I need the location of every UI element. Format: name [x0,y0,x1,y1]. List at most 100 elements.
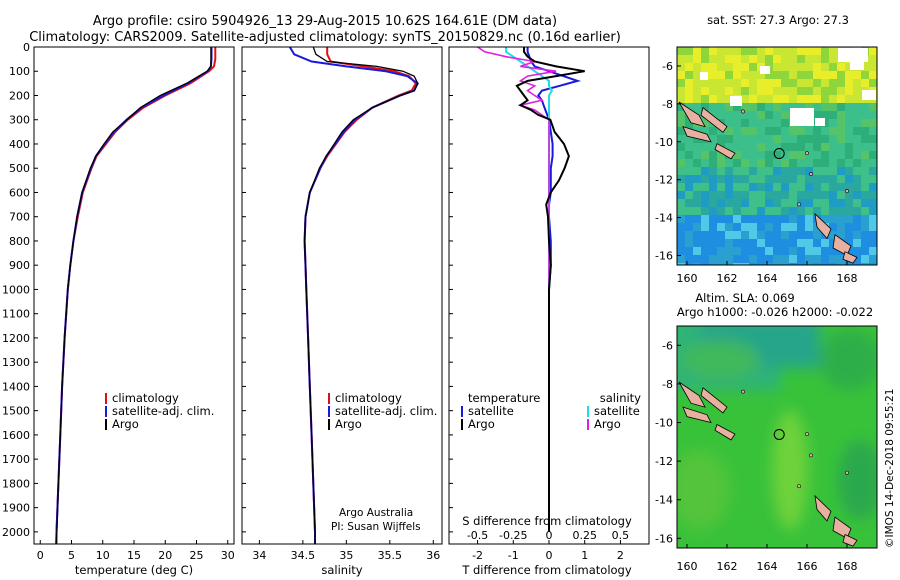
sst-cell [861,231,869,239]
sst-cell [781,263,789,265]
sst-cell [805,199,813,207]
sst-cell [701,167,709,175]
sst-cell [829,95,837,103]
sst-cell [733,79,741,87]
sst-cell [805,183,813,191]
sst-cell [677,175,685,183]
legend-t-argo-label: Argo [468,417,495,431]
sst-cell [677,111,685,119]
sst-cell [773,151,781,159]
sst-cell [789,167,797,175]
sst-cell [725,207,733,215]
sst-cell [757,87,765,95]
sst-cell [869,111,877,119]
sst-cell [685,263,693,265]
sst-cell [765,223,773,231]
sst-cell [733,47,741,55]
sst-cell [677,263,685,265]
sst-cell [693,255,701,263]
sst-cell [869,223,877,231]
sst-cell [709,55,717,63]
sst-cell [701,255,709,263]
lat-tick-label: -16 [655,250,673,263]
sst-cell [757,175,765,183]
sst-cell [717,111,725,119]
sst-cell [677,223,685,231]
sst-cell [789,63,797,71]
sst-cell [741,135,749,143]
sst-cell [685,167,693,175]
sst-cell [741,183,749,191]
sst-cell [685,63,693,71]
sst-cell [797,223,805,231]
sst-cell [773,263,781,265]
sst-cell [789,151,797,159]
sst-cell [709,239,717,247]
sst-cell [749,191,757,199]
sst-cell [813,127,821,135]
lon-tick-label: 162 [717,272,738,285]
lon-tick-label: 160 [677,272,698,285]
sst-cell [781,247,789,255]
sst-cell [765,151,773,159]
sst-cell [829,151,837,159]
sst-cell [781,135,789,143]
sst-cell [677,119,685,127]
x-tick-label: 34.5 [291,549,316,562]
sst-cell [829,199,837,207]
sst-cell [837,63,845,71]
sst-cell [853,255,861,263]
sst-cell [797,207,805,215]
sst-cell [693,263,701,265]
sst-cell [845,127,853,135]
temperature-argo-line [55,47,212,544]
sst-cell [733,247,741,255]
sst-cell [693,135,701,143]
sst-cell [693,207,701,215]
sst-cell [717,87,725,95]
sst-cell [829,103,837,111]
sst-cell [805,159,813,167]
sst-cell [869,255,877,263]
sst-cell [757,183,765,191]
sst-cell [829,143,837,151]
sst-cell [821,47,829,55]
sst-cell [685,79,693,87]
sst-cell [773,239,781,247]
islet [805,432,809,437]
sst-cell [749,151,757,159]
temperature-satellite-line [55,47,213,544]
sst-cell [845,239,853,247]
sst-cell [773,175,781,183]
sst-cell [869,159,877,167]
island [678,101,706,128]
sst-cell [709,207,717,215]
sst-cell [773,159,781,167]
sst-cell [709,263,717,265]
salinity-panel: 34 34.5 35 35.5 36 salinity climatology sate… [241,46,443,577]
sst-cell [797,231,805,239]
sst-cell [693,191,701,199]
sst-cell [749,255,757,263]
sst-cell [797,71,805,79]
sst-cell [861,103,869,111]
sst-cell [741,215,749,223]
sst-cell [781,231,789,239]
title-line-1: Argo profile: csiro 5904926_13 29-Aug-20… [93,14,557,29]
sst-cell [861,151,869,159]
sst-cell [749,111,757,119]
sst-cell [693,79,701,87]
lat-tick-label: -12 [655,174,673,187]
sst-cell [805,87,813,95]
sst-cell [765,119,773,127]
sst-cell [781,143,789,151]
islet [845,189,849,193]
sst-cell [845,143,853,151]
sst-cell [869,207,877,215]
sst-cell [861,215,869,223]
sst-cell [869,175,877,183]
sst-cell [733,183,741,191]
altimetry-map: Altim. SLA: 0.069 Argo h1000: -0.026 h20… [655,291,878,573]
sst-cell [725,71,733,79]
x-tick-label: 0 [37,549,44,562]
